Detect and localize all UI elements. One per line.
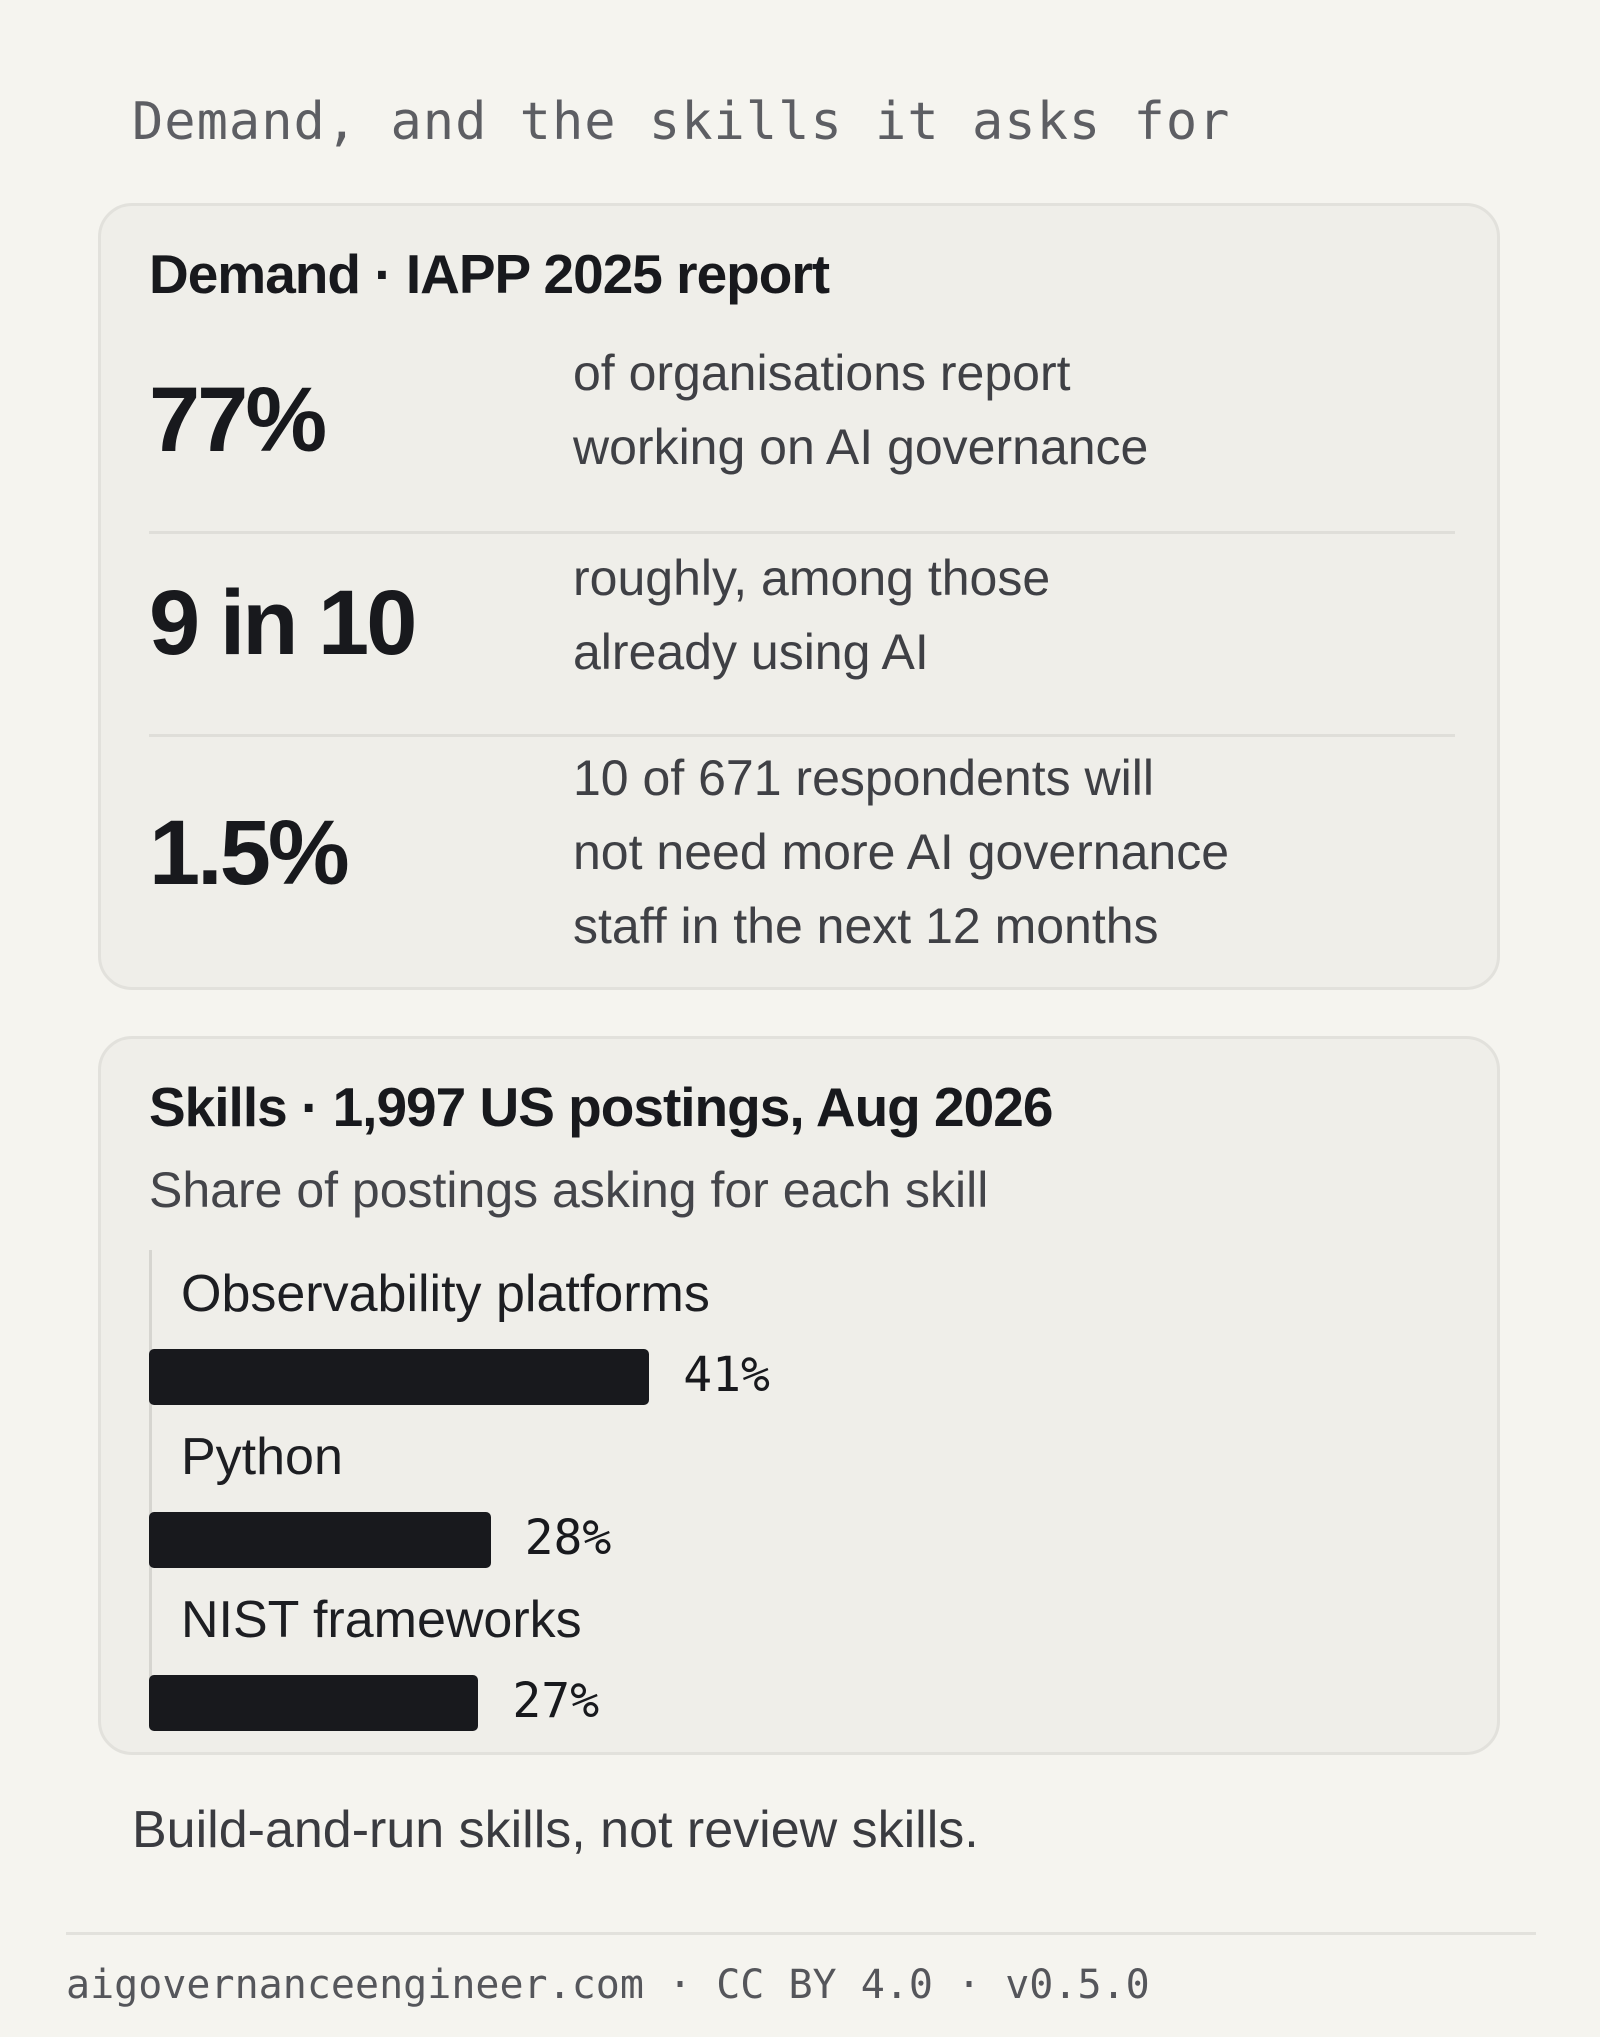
stat-value: 1.5% (149, 802, 350, 904)
bar-category-label: Observability platforms (181, 1265, 710, 1323)
skills-chart-subtitle: Share of postings asking for each skill (149, 1162, 989, 1218)
bar-category-label: NIST frameworks (181, 1591, 582, 1649)
skills-card: Skills · 1,997 US postings, Aug 2026 Sha… (98, 1036, 1500, 1755)
stat-description: 10 of 671 respondents will not need more… (573, 741, 1433, 963)
stat-row: 9 in 10 roughly, among those already usi… (149, 536, 1455, 736)
stat-value: 77% (149, 369, 327, 471)
bar (149, 1349, 650, 1405)
skills-chart-title: Skills · 1,997 US postings, Aug 2026 (149, 1076, 1053, 1138)
stat-description-line: of organisations report (573, 345, 1071, 401)
stat-row: 77% of organisations report working on A… (149, 326, 1455, 508)
stat-divider (149, 734, 1455, 737)
bar-value-label: 28% (524, 1510, 612, 1566)
stat-value: 9 in 10 (149, 572, 417, 674)
bar (149, 1512, 491, 1568)
stat-description-line: 10 of 671 respondents will (573, 750, 1154, 806)
page-kicker: Demand, and the skills it asks for (132, 92, 1231, 152)
bar-value-label: 41% (683, 1347, 770, 1403)
bar (149, 1675, 479, 1731)
stat-divider (149, 531, 1455, 534)
demand-title: Demand · IAPP 2025 report (149, 243, 830, 305)
bar-category-label: Python (181, 1428, 343, 1486)
footer-divider (66, 1932, 1536, 1935)
stat-description: roughly, among those already using AI (573, 541, 1433, 689)
stat-description-line: working on AI governance (573, 419, 1149, 475)
takeaway-text: Build-and-run skills, not review skills. (132, 1801, 979, 1859)
stat-description-line: staff in the next 12 months (573, 898, 1159, 954)
stat-row: 1.5% 10 of 671 respondents will not need… (149, 741, 1455, 981)
stat-description-line: roughly, among those (573, 550, 1051, 606)
stat-description-line: already using AI (573, 624, 929, 680)
stat-description-line: not need more AI governance (573, 824, 1230, 880)
chart-axis-line (149, 1250, 152, 1720)
footer-credit: aigovernanceengineer.com · CC BY 4.0 · v… (66, 1962, 1150, 2008)
demand-card: Demand · IAPP 2025 report 77% of organis… (98, 203, 1500, 990)
bar-value-label: 27% (512, 1673, 600, 1729)
stat-description: of organisations report working on AI go… (573, 336, 1433, 484)
